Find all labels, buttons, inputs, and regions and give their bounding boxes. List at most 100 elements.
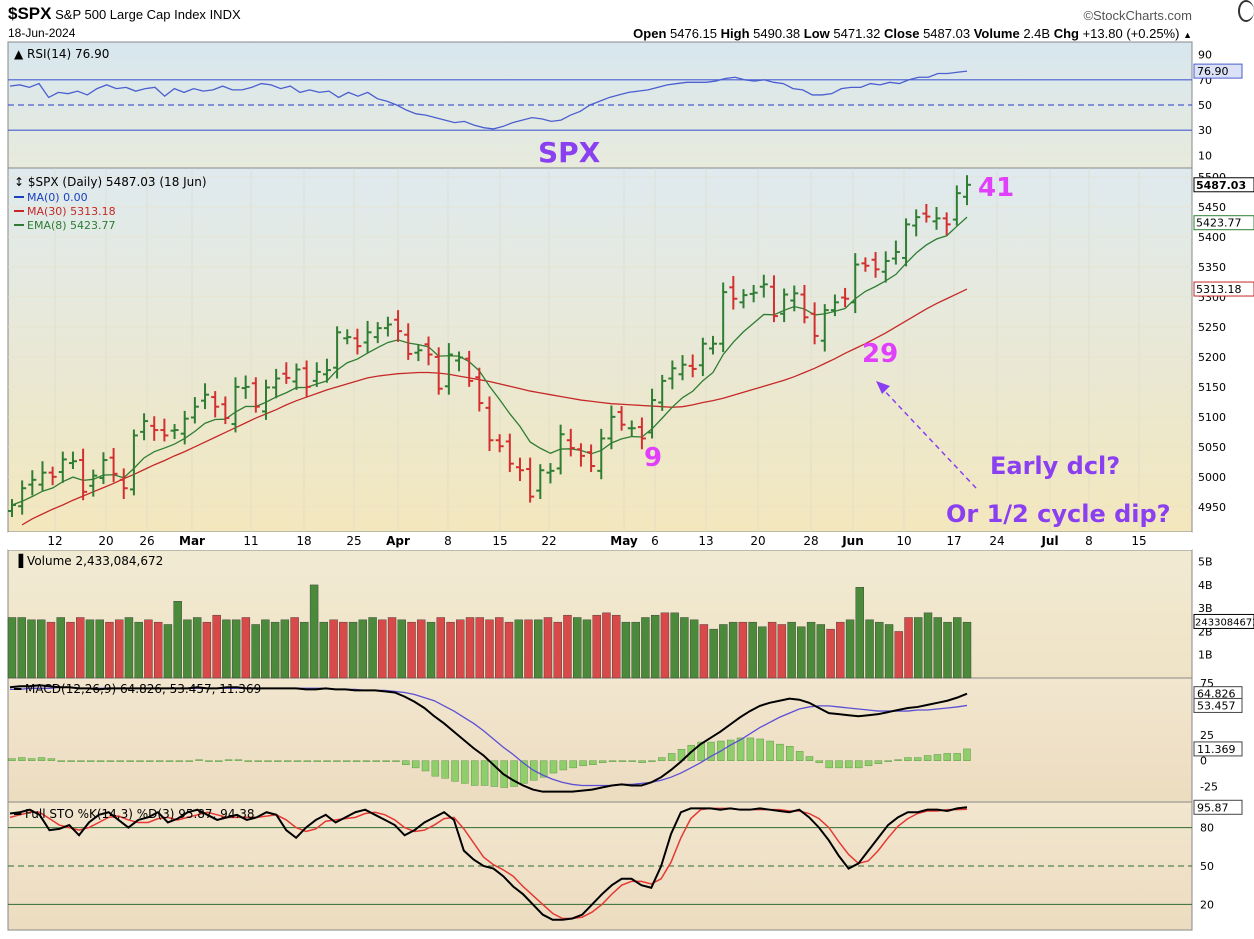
volume-bar[interactable] [319,621,329,679]
volume-bar[interactable] [56,617,65,679]
macd-histogram-bar[interactable] [333,760,341,762]
volume-bar[interactable] [787,621,796,679]
price-bar[interactable] [333,326,342,379]
volume-bar[interactable] [251,624,260,679]
sto-k-line[interactable] [9,806,968,921]
price-bar[interactable] [709,335,718,355]
volume-bar[interactable] [611,614,621,679]
price-bar[interactable] [302,360,311,398]
macd-histogram-bar[interactable] [283,760,292,762]
price-bar[interactable] [942,212,951,236]
macd-histogram-bar[interactable] [923,755,932,761]
macd-histogram-bar[interactable] [756,738,764,761]
macd-histogram-bar[interactable] [205,760,213,762]
macd-histogram-bar[interactable] [746,737,755,761]
macd-histogram-bar[interactable] [894,759,902,761]
macd-histogram-bar[interactable] [352,760,361,762]
macd-histogram-bar[interactable] [57,760,65,762]
macd-histogram-bar[interactable] [776,743,784,761]
volume-bar[interactable] [153,621,163,679]
macd-histogram-bar[interactable] [67,760,75,762]
price-bar[interactable] [119,468,128,500]
volume-bar[interactable] [855,587,865,679]
price-bar[interactable] [546,463,555,484]
macd-histogram-bar[interactable] [185,760,193,762]
macd-histogram-bar[interactable] [303,760,312,762]
price-bar[interactable] [851,253,860,314]
price-bar[interactable] [68,451,77,470]
volume-bar[interactable] [894,631,903,679]
volume-bar[interactable] [582,619,592,679]
volume-bar[interactable] [358,619,368,679]
volume-bar[interactable] [563,614,572,679]
price-bar[interactable] [444,343,453,395]
volume-bar[interactable] [543,617,553,679]
macd-histogram-bar[interactable] [323,760,331,762]
price-bar[interactable] [963,175,971,206]
macd-histogram-bar[interactable] [638,760,646,763]
price-bar[interactable] [515,457,524,482]
volume-bar[interactable] [914,617,923,679]
macd-histogram-bar[interactable] [539,760,548,778]
price-bar[interactable] [373,322,382,344]
macd-histogram-bar[interactable] [293,760,302,762]
macd-histogram-bar[interactable] [963,748,971,761]
price-bar[interactable] [780,288,789,323]
volume-bar[interactable] [95,619,104,679]
volume-bar[interactable] [475,617,484,679]
macd-histogram-bar[interactable] [87,760,95,762]
macd-histogram-bar[interactable] [815,760,824,763]
macd-histogram-bar[interactable] [343,760,351,762]
volume-bar[interactable] [222,619,231,679]
macd-histogram-bar[interactable] [559,760,568,771]
macd-histogram-bar[interactable] [549,760,558,774]
macd-histogram-bar[interactable] [766,740,774,761]
price-bar[interactable] [810,302,819,345]
ema8-line[interactable] [11,216,968,506]
macd-histogram-bar[interactable] [274,760,282,762]
volume-bar[interactable] [446,621,455,679]
price-bar[interactable] [180,410,189,445]
volume-bar[interactable] [884,624,894,679]
volume-bar[interactable] [144,619,153,679]
price-bar[interactable] [201,383,210,410]
volume-bar[interactable] [183,619,192,679]
volume-bar[interactable] [280,619,290,679]
volume-bar[interactable] [767,621,777,679]
price-bar[interactable] [190,397,199,424]
price-bar[interactable] [820,304,829,352]
volume-bar[interactable] [27,619,36,679]
volume-bar[interactable] [553,621,562,679]
macd-histogram-bar[interactable] [451,760,459,782]
volume-bar[interactable] [231,619,241,679]
volume-bar[interactable] [953,617,962,679]
price-bar[interactable] [617,406,626,431]
price-bar[interactable] [140,413,149,441]
macd-histogram-bar[interactable] [874,760,883,764]
price-bar[interactable] [932,206,941,230]
macd-histogram-bar[interactable] [667,753,676,761]
macd-histogram-bar[interactable] [362,760,371,762]
volume-bar[interactable] [592,614,601,679]
macd-histogram-bar[interactable] [943,753,952,761]
volume-bar[interactable] [797,626,806,679]
price-bar[interactable] [637,417,646,450]
macd-histogram-bar[interactable] [864,760,873,767]
volume-bar[interactable] [641,617,650,679]
price-bar[interactable] [383,316,392,337]
volume-bar[interactable] [758,626,767,679]
price-bar[interactable] [363,320,372,354]
macd-histogram-bar[interactable] [471,760,479,786]
volume-bar[interactable] [495,617,504,679]
macd-histogram-bar[interactable] [608,760,617,762]
macd-histogram-bar[interactable] [835,760,843,769]
volume-bar[interactable] [309,584,319,679]
macd-histogram-bar[interactable] [845,760,853,769]
price-bar[interactable] [556,424,565,475]
macd-histogram-bar[interactable] [884,760,892,762]
volume-bar[interactable] [621,621,631,679]
volume-bar[interactable] [426,621,436,679]
volume-bar[interactable] [524,619,533,679]
price-bar[interactable] [18,480,27,515]
